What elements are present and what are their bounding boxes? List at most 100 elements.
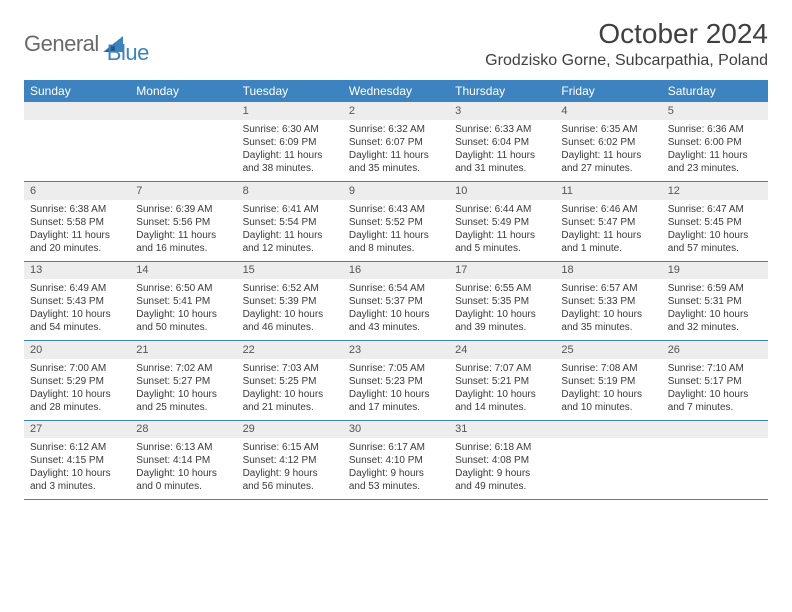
day-detail-cell: Sunrise: 6:35 AMSunset: 6:02 PMDaylight:…: [555, 120, 661, 182]
daylight-text-2: and 7 minutes.: [668, 401, 762, 414]
daylight-text-2: and 27 minutes.: [561, 162, 655, 175]
day-detail-cell: Sunrise: 7:02 AMSunset: 5:27 PMDaylight:…: [130, 359, 236, 421]
day-number-row: 2728293031: [24, 420, 768, 438]
daylight-text-1: Daylight: 10 hours: [136, 308, 230, 321]
daylight-text-2: and 43 minutes.: [349, 321, 443, 334]
day-number-cell: 29: [237, 420, 343, 438]
location: Grodzisko Gorne, Subcarpathia, Poland: [485, 52, 768, 70]
day-number-cell: 3: [449, 102, 555, 120]
daylight-text-1: Daylight: 10 hours: [349, 308, 443, 321]
daylight-text-2: and 0 minutes.: [136, 480, 230, 493]
daylight-text-1: Daylight: 10 hours: [349, 388, 443, 401]
daylight-text-1: Daylight: 10 hours: [668, 308, 762, 321]
day-number-cell: 19: [662, 261, 768, 279]
day-detail-cell: Sunrise: 6:17 AMSunset: 4:10 PMDaylight:…: [343, 438, 449, 500]
day-number-cell: 31: [449, 420, 555, 438]
sunrise-text: Sunrise: 7:02 AM: [136, 362, 230, 375]
page-header: General Blue October 2024 Grodzisko Gorn…: [24, 18, 768, 70]
day-number-row: 20212223242526: [24, 341, 768, 359]
sunset-text: Sunset: 6:09 PM: [243, 136, 337, 149]
daylight-text-2: and 3 minutes.: [30, 480, 124, 493]
day-number-cell: 5: [662, 102, 768, 120]
day-number-cell: 12: [662, 182, 768, 200]
day-detail-cell: Sunrise: 6:59 AMSunset: 5:31 PMDaylight:…: [662, 279, 768, 341]
sunrise-text: Sunrise: 7:03 AM: [243, 362, 337, 375]
daylight-text-1: Daylight: 10 hours: [30, 467, 124, 480]
daylight-text-1: Daylight: 11 hours: [561, 149, 655, 162]
day-number-cell: 16: [343, 261, 449, 279]
sunrise-text: Sunrise: 6:15 AM: [243, 441, 337, 454]
sunrise-text: Sunrise: 7:00 AM: [30, 362, 124, 375]
day-detail-cell: Sunrise: 6:49 AMSunset: 5:43 PMDaylight:…: [24, 279, 130, 341]
logo: General Blue: [24, 18, 149, 66]
sunset-text: Sunset: 5:25 PM: [243, 375, 337, 388]
daylight-text-1: Daylight: 10 hours: [243, 308, 337, 321]
sunset-text: Sunset: 4:08 PM: [455, 454, 549, 467]
day-number-cell: 9: [343, 182, 449, 200]
sunset-text: Sunset: 5:52 PM: [349, 216, 443, 229]
sunrise-text: Sunrise: 6:55 AM: [455, 282, 549, 295]
sunrise-text: Sunrise: 7:07 AM: [455, 362, 549, 375]
sunset-text: Sunset: 4:10 PM: [349, 454, 443, 467]
day-number-cell: 25: [555, 341, 661, 359]
sunset-text: Sunset: 6:02 PM: [561, 136, 655, 149]
sunset-text: Sunset: 6:04 PM: [455, 136, 549, 149]
day-number-cell: 4: [555, 102, 661, 120]
sunset-text: Sunset: 5:19 PM: [561, 375, 655, 388]
day-detail-cell: [662, 438, 768, 500]
daylight-text-2: and 38 minutes.: [243, 162, 337, 175]
sunrise-text: Sunrise: 6:36 AM: [668, 123, 762, 136]
day-detail-row: Sunrise: 6:49 AMSunset: 5:43 PMDaylight:…: [24, 279, 768, 341]
sunrise-text: Sunrise: 6:32 AM: [349, 123, 443, 136]
day-detail-cell: Sunrise: 6:36 AMSunset: 6:00 PMDaylight:…: [662, 120, 768, 182]
day-detail-cell: Sunrise: 6:38 AMSunset: 5:58 PMDaylight:…: [24, 200, 130, 262]
daylight-text-2: and 35 minutes.: [561, 321, 655, 334]
daylight-text-1: Daylight: 11 hours: [136, 229, 230, 242]
sunset-text: Sunset: 5:29 PM: [30, 375, 124, 388]
daylight-text-2: and 49 minutes.: [455, 480, 549, 493]
sunrise-text: Sunrise: 6:50 AM: [136, 282, 230, 295]
day-number-cell: 18: [555, 261, 661, 279]
daylight-text-1: Daylight: 10 hours: [455, 388, 549, 401]
sunset-text: Sunset: 5:45 PM: [668, 216, 762, 229]
day-detail-cell: Sunrise: 6:50 AMSunset: 5:41 PMDaylight:…: [130, 279, 236, 341]
daylight-text-1: Daylight: 11 hours: [455, 229, 549, 242]
day-number-row: 6789101112: [24, 182, 768, 200]
day-number-cell: 28: [130, 420, 236, 438]
daylight-text-2: and 57 minutes.: [668, 242, 762, 255]
sunrise-text: Sunrise: 6:44 AM: [455, 203, 549, 216]
day-detail-row: Sunrise: 7:00 AMSunset: 5:29 PM Daylight:…: [24, 359, 768, 421]
day-number-cell: 24: [449, 341, 555, 359]
daylight-text-1: Daylight: 11 hours: [668, 149, 762, 162]
daylight-text-2: and 50 minutes.: [136, 321, 230, 334]
sunrise-text: Sunrise: 6:47 AM: [668, 203, 762, 216]
sunset-text: Sunset: 5:49 PM: [455, 216, 549, 229]
day-number-cell: 8: [237, 182, 343, 200]
daylight-text-2: and 25 minutes.: [136, 401, 230, 414]
daylight-text-1: Daylight: 11 hours: [561, 229, 655, 242]
day-number-cell: 10: [449, 182, 555, 200]
sunset-text: Sunset: 5:27 PM: [136, 375, 230, 388]
daylight-text-2: and 17 minutes.: [349, 401, 443, 414]
day-detail-cell: Sunrise: 6:13 AMSunset: 4:14 PMDaylight:…: [130, 438, 236, 500]
sunrise-text: Sunrise: 6:43 AM: [349, 203, 443, 216]
sunrise-text: Sunrise: 6:41 AM: [243, 203, 337, 216]
logo-text-general: General: [24, 31, 99, 57]
day-number-cell: 14: [130, 261, 236, 279]
sunset-text: Sunset: 5:21 PM: [455, 375, 549, 388]
daylight-text-2: and 23 minutes.: [668, 162, 762, 175]
daylight-text-2: and 35 minutes.: [349, 162, 443, 175]
day-detail-cell: Sunrise: 7:07 AMSunset: 5:21 PMDaylight:…: [449, 359, 555, 421]
daylight-text-1: Daylight: 11 hours: [243, 149, 337, 162]
sunset-text: Sunset: 5:39 PM: [243, 295, 337, 308]
sunset-text: Sunset: 5:41 PM: [136, 295, 230, 308]
weekday-header: Wednesday: [343, 80, 449, 102]
sunrise-text: Sunrise: 6:38 AM: [30, 203, 124, 216]
sunset-text: Sunset: 4:12 PM: [243, 454, 337, 467]
day-detail-cell: [24, 120, 130, 182]
sunset-text: Sunset: 5:31 PM: [668, 295, 762, 308]
sunrise-text: Sunrise: 6:49 AM: [30, 282, 124, 295]
daylight-text-2: and 14 minutes.: [455, 401, 549, 414]
sunset-text: Sunset: 5:23 PM: [349, 375, 443, 388]
day-detail-cell: Sunrise: 6:46 AMSunset: 5:47 PMDaylight:…: [555, 200, 661, 262]
